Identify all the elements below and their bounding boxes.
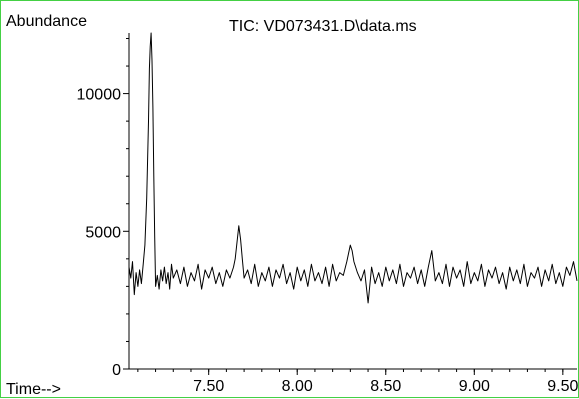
- ticks: 7.50 8.00 8.50 9.00 9.50 0 5000 10000: [77, 38, 579, 395]
- x-tick-label: 8.50: [370, 378, 401, 395]
- x-tick-label: 7.50: [193, 378, 224, 395]
- axes: [128, 33, 577, 370]
- series-line-tic: [128, 32, 578, 304]
- x-tick-label: 8.00: [282, 378, 313, 395]
- y-tick-label: 0: [112, 362, 121, 379]
- x-tick-label: 9.00: [459, 378, 490, 395]
- y-tick-label: 10000: [77, 87, 122, 104]
- chart-title: TIC: VD073431.D\data.ms: [229, 18, 417, 35]
- x-tick-label: 9.50: [547, 378, 578, 395]
- y-axis-label: Abundance: [6, 13, 87, 30]
- series-group: [128, 32, 578, 304]
- y-tick-label: 5000: [85, 224, 121, 241]
- x-axis-label: Time-->: [6, 381, 61, 398]
